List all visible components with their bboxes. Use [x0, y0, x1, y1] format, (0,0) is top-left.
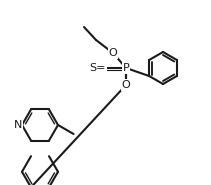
- Text: N: N: [14, 120, 22, 130]
- Text: P: P: [123, 63, 129, 73]
- Text: S=: S=: [89, 63, 106, 73]
- Text: O: O: [122, 80, 130, 90]
- Text: O: O: [109, 48, 117, 58]
